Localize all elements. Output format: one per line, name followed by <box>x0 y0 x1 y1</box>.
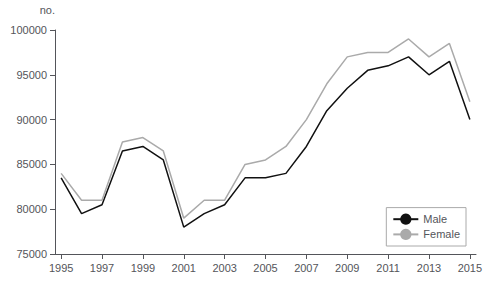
svg-text:85000: 85000 <box>16 158 47 170</box>
svg-text:2003: 2003 <box>212 262 236 274</box>
svg-text:2013: 2013 <box>417 262 441 274</box>
svg-text:1995: 1995 <box>49 262 73 274</box>
svg-text:95000: 95000 <box>16 69 47 81</box>
svg-text:2005: 2005 <box>253 262 277 274</box>
svg-text:Female: Female <box>423 228 460 240</box>
svg-text:2015: 2015 <box>458 262 482 274</box>
svg-text:1997: 1997 <box>90 262 114 274</box>
svg-text:90000: 90000 <box>16 114 47 126</box>
svg-text:no.: no. <box>40 4 55 16</box>
svg-text:2011: 2011 <box>376 262 400 274</box>
svg-text:100000: 100000 <box>10 24 47 36</box>
svg-text:2001: 2001 <box>172 262 196 274</box>
svg-text:1999: 1999 <box>131 262 155 274</box>
svg-text:Male: Male <box>423 213 447 225</box>
svg-text:80000: 80000 <box>16 203 47 215</box>
svg-text:75000: 75000 <box>16 248 47 260</box>
svg-text:2009: 2009 <box>335 262 359 274</box>
svg-text:2007: 2007 <box>294 262 318 274</box>
